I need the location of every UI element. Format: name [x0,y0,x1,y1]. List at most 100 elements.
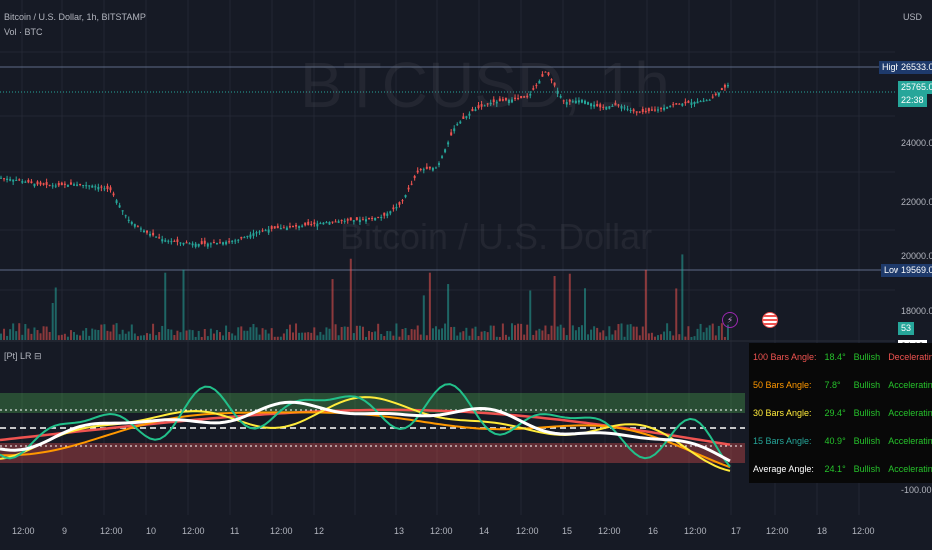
volume-bar [599,332,602,340]
volume-bar [109,331,112,340]
volume-bar [185,330,188,340]
volume-bar [307,332,310,340]
volume-bar [368,330,371,340]
us-flag-event-icon[interactable] [762,312,778,328]
candle-body [468,113,471,116]
volume-bar [361,326,364,340]
indicator-axis-value: 18.40 [898,384,927,397]
candle-body [404,195,407,198]
candle-body [596,104,599,107]
volume-bar [69,330,72,340]
candle-body [556,90,559,94]
indicator-axis-value: 18.40 [901,409,924,419]
angle-label: 100 Bars Angle: [753,352,817,362]
volume-bar [666,323,669,340]
candle-body [267,229,270,233]
candle-body [514,97,517,100]
candle-body [501,99,504,101]
volume-bar [590,329,593,340]
candle-body [288,226,291,228]
candle-body [234,240,237,242]
candle-body [620,106,623,109]
candle-body [511,99,513,103]
time-tick: 12:00 [852,526,875,536]
candle-body [526,95,529,98]
volume-bar [450,327,453,340]
candle-body [386,213,389,216]
candle-body [599,104,602,108]
candle-body [170,241,173,243]
candle-body [623,107,626,109]
candle-body [672,104,675,106]
candle-body [88,185,91,187]
price-tick: 24000.00 [901,138,932,148]
volume-bar [507,336,510,340]
candle-body [352,220,355,222]
volume-bar [79,335,82,340]
volume-bar [313,327,316,340]
candle-body [489,102,492,105]
candle-body [243,237,246,239]
candle-body [94,186,97,188]
candle-body [82,184,85,186]
volume-bar [565,335,568,340]
volume-bar [529,290,532,340]
candle-body [270,226,273,229]
indicator-axis-value: 24.13 [901,361,924,371]
candle-body [76,184,79,186]
candle-body [395,206,398,209]
time-axis[interactable]: 12:00 9 12:00 10 12:00 11 12:00 12 13 12:00 14 12:0… [0,520,895,540]
time-tick: 12:00 [516,526,539,536]
volume-bar [136,336,139,340]
candle-body [690,102,693,105]
lightning-event-icon[interactable]: ⚡ [722,312,738,328]
volume-bar [693,336,696,340]
candle-body [319,223,322,225]
candle-body [486,103,489,105]
candle-body [97,186,100,190]
time-tick: 12:00 [598,526,621,536]
volume-bar [252,323,255,340]
volume-bar [459,332,462,340]
volume-bar [304,332,307,340]
indicator-legend[interactable]: [Pt] LR ⊟ [4,351,42,361]
volume-bar [282,333,285,340]
candle-body [149,233,152,236]
volume-bar [88,335,91,340]
volume-bar [468,335,471,340]
volume-bar [623,336,626,340]
candle-body [365,219,367,222]
volume-bar [176,330,179,340]
candle-body [142,230,145,233]
candle-body [565,102,568,105]
volume-bar [514,325,517,340]
volume-bar [325,327,328,340]
candle-body [401,200,404,202]
volume-bar [523,334,526,340]
volume-bar [33,327,36,340]
symbol-legend[interactable]: Bitcoin / U.S. Dollar, 1h, BITSTAMP [4,12,146,22]
volume-bar [203,329,206,340]
acceleration-value: Accelerating [888,380,932,390]
volume-legend[interactable]: Vol · BTC [4,27,43,37]
candle-body [374,217,377,221]
angle-label: 50 Bars Angle: [753,380,812,390]
volume-bar [100,324,103,340]
candle-body [520,96,523,99]
volume-bar [349,258,352,340]
volume-bar [328,328,331,340]
volume-bar [483,331,486,340]
volume-bar [699,323,702,340]
indicator-axis-value: -100.00 [901,485,932,495]
volume-bar [511,323,513,340]
volume-bar [30,333,33,340]
candle-body [252,233,255,236]
volume-bar [386,330,389,340]
candle-body [410,183,413,185]
volume-bar [231,333,234,340]
candle-body [574,100,577,104]
volume-bar [182,269,185,340]
price-tick: 20000.00 [901,251,932,261]
low-label: Low [881,264,904,277]
